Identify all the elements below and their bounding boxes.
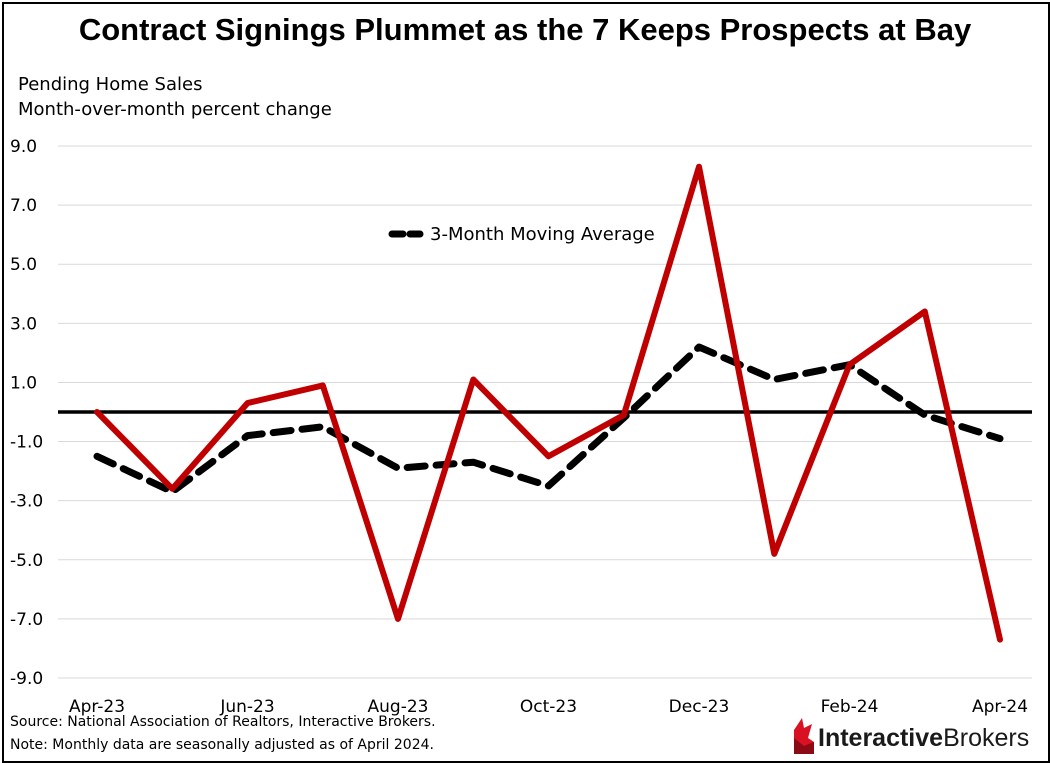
y-tick-label: 3.0 xyxy=(10,314,37,334)
y-tick-label: 5.0 xyxy=(10,255,37,275)
y-tick-label: -1.0 xyxy=(10,433,43,453)
x-tick-label: Jun-23 xyxy=(219,697,274,717)
x-tick-label: Apr-23 xyxy=(69,697,125,717)
legend-label-moving-average: 3-Month Moving Average xyxy=(430,224,655,245)
y-tick-label: 7.0 xyxy=(10,196,37,216)
y-tick-label: -3.0 xyxy=(10,492,43,512)
interactive-brokers-flame-icon xyxy=(794,718,814,754)
x-tick-label: Dec-23 xyxy=(669,697,730,717)
y-tick-label: 9.0 xyxy=(10,137,37,157)
x-tick-label: Feb-24 xyxy=(821,697,879,717)
footnote: Note: Monthly data are seasonally adjust… xyxy=(10,737,434,753)
interactive-brokers-logo: InteractiveBrokers xyxy=(788,714,1043,758)
y-tick-label: -5.0 xyxy=(10,551,43,571)
series-line-pending-home-sales xyxy=(94,163,1003,643)
chart-title: Contract Signings Plummet as the 7 Keeps… xyxy=(78,12,972,47)
x-tick-label: Aug-23 xyxy=(368,697,429,717)
x-tick-label: Apr-24 xyxy=(972,697,1028,717)
y-tick-label: -9.0 xyxy=(10,669,43,689)
x-tick-label: Oct-23 xyxy=(520,697,577,717)
y-tick-label: 1.0 xyxy=(10,373,37,393)
logo-wordmark: InteractiveBrokers xyxy=(818,724,1030,752)
y-tick-label: -7.0 xyxy=(10,610,43,630)
chart-subtitle-series: Pending Home Sales xyxy=(18,74,203,95)
chart-subtitle-units: Month-over-month percent change xyxy=(18,99,332,120)
source-note: Source: National Association of Realtors… xyxy=(10,714,436,730)
